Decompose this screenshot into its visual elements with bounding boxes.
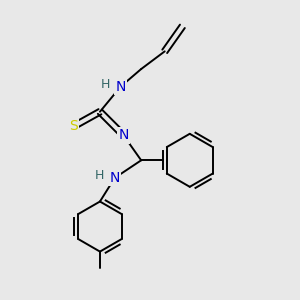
Text: H: H xyxy=(95,169,104,182)
Text: N: N xyxy=(118,128,129,142)
Text: N: N xyxy=(116,80,126,94)
Text: S: S xyxy=(69,119,78,134)
Text: N: N xyxy=(110,171,120,185)
Text: H: H xyxy=(100,78,110,91)
